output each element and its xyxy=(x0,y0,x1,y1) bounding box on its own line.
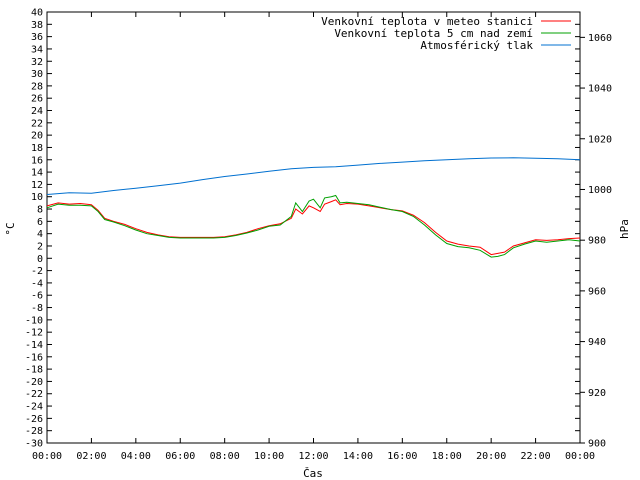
y-left-tick-label: 4 xyxy=(37,229,43,240)
y-left-tick-label: 2 xyxy=(37,241,43,252)
y-left-tick-label: -26 xyxy=(25,414,43,425)
y-right-tick-label: 940 xyxy=(588,337,606,348)
x-tick-label: 00:00 xyxy=(32,451,62,462)
y-left-tick-label: 12 xyxy=(31,180,43,191)
y-left-tick-label: 32 xyxy=(31,57,43,68)
y-left-tick-label: -24 xyxy=(25,402,43,413)
y-right-axis-title: hPa xyxy=(618,219,631,239)
y-left-tick-label: 0 xyxy=(37,254,43,265)
x-tick-label: 02:00 xyxy=(76,451,106,462)
y-right-tick-label: 1020 xyxy=(588,134,612,145)
y-right-tick-label: 920 xyxy=(588,388,606,399)
y-right-axis: 1060 1040 1020 1000 980 960 940 920 900 xyxy=(580,33,612,450)
x-tick-label: 18:00 xyxy=(432,451,462,462)
y-right-tick-label: 980 xyxy=(588,236,606,247)
y-left-tick-label: 36 xyxy=(31,32,43,43)
y-right-tick-label: 1000 xyxy=(588,185,612,196)
y-left-axis: 4038363432302826242220181614121086420-2-… xyxy=(25,8,580,450)
series-lines xyxy=(46,157,581,258)
y-left-tick-label: -14 xyxy=(25,340,43,351)
y-left-tick-label: 14 xyxy=(31,168,43,179)
y-left-tick-label: 6 xyxy=(37,217,43,228)
x-tick-label: 20:00 xyxy=(476,451,506,462)
y-left-tick-label: 38 xyxy=(31,20,43,31)
y-left-tick-label: -16 xyxy=(25,352,43,363)
y-left-tick-label: -8 xyxy=(31,303,43,314)
y-left-tick-label: -20 xyxy=(25,377,43,388)
y-left-tick-label: 30 xyxy=(31,69,43,80)
legend-label-2: Atmosférický tlak xyxy=(420,39,533,52)
x-tick-label: 22:00 xyxy=(521,451,551,462)
y-left-tick-label: 24 xyxy=(31,106,43,117)
y-right-tick-label: 1040 xyxy=(588,84,612,95)
x-tick-label: 12:00 xyxy=(298,451,328,462)
x-tick-label: 04:00 xyxy=(121,451,151,462)
y-left-tick-label: 8 xyxy=(37,205,43,216)
x-tick-label: 14:00 xyxy=(343,451,373,462)
y-left-tick-label: 22 xyxy=(31,118,43,129)
y-left-tick-label: -12 xyxy=(25,328,43,339)
y-left-axis-title: °C xyxy=(4,222,17,235)
y-left-tick-label: 10 xyxy=(31,192,43,203)
x-tick-label: 10:00 xyxy=(254,451,284,462)
y-left-tick-label: -30 xyxy=(25,439,43,450)
y-left-tick-label: -6 xyxy=(31,291,43,302)
series-line-0 xyxy=(46,199,581,256)
y-left-tick-label: 26 xyxy=(31,94,43,105)
legend: Venkovní teplota v meteo staniciVenkovní… xyxy=(321,15,571,52)
y-left-tick-label: 28 xyxy=(31,81,43,92)
y-right-tick-label: 900 xyxy=(588,439,606,450)
x-tick-label: 08:00 xyxy=(210,451,240,462)
y-left-tick-label: 16 xyxy=(31,155,43,166)
y-left-tick-label: -22 xyxy=(25,389,43,400)
legend-label-0: Venkovní teplota v meteo stanici xyxy=(321,15,533,28)
x-tick-label: 00:00 xyxy=(565,451,595,462)
y-left-tick-label: 34 xyxy=(31,44,43,55)
x-axis-title: Čas xyxy=(303,467,323,480)
legend-label-1: Venkovní teplota 5 cm nad zemí xyxy=(334,27,533,40)
y-left-tick-label: 18 xyxy=(31,143,43,154)
y-right-tick-label: 1060 xyxy=(588,33,612,44)
y-left-tick-label: -28 xyxy=(25,426,43,437)
y-left-tick-label: -4 xyxy=(31,278,43,289)
y-left-tick-label: 40 xyxy=(31,8,43,19)
x-tick-label: 16:00 xyxy=(387,451,417,462)
series-line-1 xyxy=(46,194,581,258)
x-tick-label: 06:00 xyxy=(165,451,195,462)
y-left-tick-label: 20 xyxy=(31,131,43,142)
series-line-2 xyxy=(46,157,581,195)
plot-frame xyxy=(46,11,581,444)
y-left-tick-label: -18 xyxy=(25,365,43,376)
x-axis: 00:00 02:00 04:00 06:00 08:00 10:00 12:00 14:00… xyxy=(32,12,595,462)
y-left-tick-label: -2 xyxy=(31,266,43,277)
y-left-tick-label: -10 xyxy=(25,315,43,326)
y-right-tick-label: 960 xyxy=(588,286,606,297)
